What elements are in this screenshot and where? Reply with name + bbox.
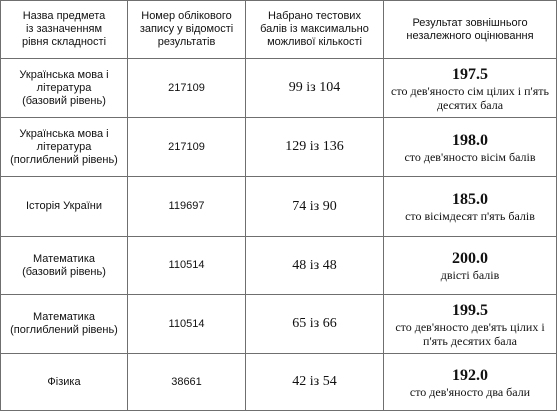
table-row: Фізика 38661 42 із 54 192.0 сто дев'янос… [0, 353, 557, 411]
table-row: Українська мова і література (базовий рі… [0, 58, 557, 118]
record-number-cell: 119697 [127, 176, 246, 237]
subject-line: Математика [33, 252, 95, 265]
subject-line: література [36, 140, 92, 153]
result-value: 192.0 [452, 366, 488, 384]
header-row: Назва предмета із зазначенням рівня скла… [0, 0, 557, 59]
subject-cell: Українська мова і література (базовий рі… [0, 58, 128, 118]
subject-line: (поглиблений рівень) [10, 153, 118, 166]
result-words: сто дев'яносто два бали [409, 384, 531, 399]
result-value: 200.0 [452, 250, 488, 267]
table-row: Математика (поглиблений рівень) 110514 6… [0, 294, 557, 354]
header-line: рівня складності [21, 36, 107, 48]
result-cell: 200.0 двісті балів [383, 236, 557, 295]
result-words: сто вісімдесят п'ять балів [405, 209, 535, 223]
record-number-cell: 110514 [127, 294, 246, 354]
header-line: Набрано тестових [268, 10, 361, 22]
score-cell: 74 із 90 [245, 176, 384, 237]
subject-line: (поглиблений рівень) [10, 324, 118, 336]
header-line: незалежного оцінювання [406, 29, 534, 42]
header-record: Номер облікового запису у відомості резу… [127, 0, 246, 59]
subject-line: Українська мова і [19, 127, 109, 140]
table-row: Математика (базовий рівень) 110514 48 із… [0, 236, 557, 295]
result-value: 197.5 [452, 65, 488, 83]
record-number-cell: 38661 [127, 353, 246, 411]
score-cell: 65 із 66 [245, 294, 384, 354]
header-line: Результат зовнішнього [412, 16, 528, 29]
subject-line: Фізика [47, 375, 81, 388]
score-cell: 129 із 136 [245, 117, 384, 177]
subject-line: Історія України [26, 200, 102, 212]
result-cell: 185.0 сто вісімдесят п'ять балів [383, 176, 557, 237]
result-words: десятих бала [436, 97, 504, 112]
result-cell: 197.5 сто дев'яносто сім цілих і п'ять д… [383, 58, 557, 118]
header-subject: Назва предмета із зазначенням рівня скла… [0, 0, 128, 59]
subject-line: Українська мова і [19, 68, 109, 81]
subject-line: література [36, 81, 92, 94]
result-words: сто дев'яносто дев'ять цілих і [395, 319, 545, 334]
subject-cell: Українська мова і література (поглиблени… [0, 117, 128, 177]
header-line: балів із максимально [260, 23, 369, 35]
result-value: 185.0 [452, 191, 488, 208]
result-value: 198.0 [452, 131, 488, 149]
result-words: п'ять десятих бала [423, 333, 517, 348]
table-row: Українська мова і література (поглиблени… [0, 117, 557, 177]
score-cell: 42 із 54 [245, 353, 384, 411]
header-line: результатів [157, 36, 216, 48]
subject-line: (базовий рівень) [22, 265, 106, 278]
result-cell: 199.5 сто дев'яносто дев'ять цілих і п'я… [383, 294, 557, 354]
record-number-cell: 217109 [127, 117, 246, 177]
record-number-cell: 217109 [127, 58, 246, 118]
header-score: Набрано тестових балів із максимально мо… [245, 0, 384, 59]
header-line: Назва предмета [22, 10, 106, 22]
header-result: Результат зовнішнього незалежного оцінюв… [383, 0, 557, 59]
header-line: запису у відомості [139, 23, 234, 35]
result-cell: 198.0 сто дев'яносто вісім балів [383, 117, 557, 177]
table-row: Історія України 119697 74 із 90 185.0 ст… [0, 176, 557, 237]
result-words: сто дев'яносто сім цілих і п'ять [391, 83, 549, 98]
subject-line: (базовий рівень) [22, 94, 106, 107]
result-words: двісті балів [440, 268, 500, 282]
result-words: сто дев'яносто вісім балів [404, 149, 536, 164]
score-cell: 48 із 48 [245, 236, 384, 295]
result-cell: 192.0 сто дев'яносто два бали [383, 353, 557, 411]
subject-line: Математика [33, 311, 95, 323]
header-line: із зазначенням [25, 23, 103, 35]
subject-cell: Математика (базовий рівень) [0, 236, 128, 295]
record-number-cell: 110514 [127, 236, 246, 295]
result-value: 199.5 [452, 301, 488, 319]
subject-cell: Історія України [0, 176, 128, 237]
header-line: можливої кількості [267, 36, 362, 48]
score-cell: 99 із 104 [245, 58, 384, 118]
subject-cell: Фізика [0, 353, 128, 411]
header-line: Номер облікового [141, 10, 232, 22]
subject-cell: Математика (поглиблений рівень) [0, 294, 128, 354]
